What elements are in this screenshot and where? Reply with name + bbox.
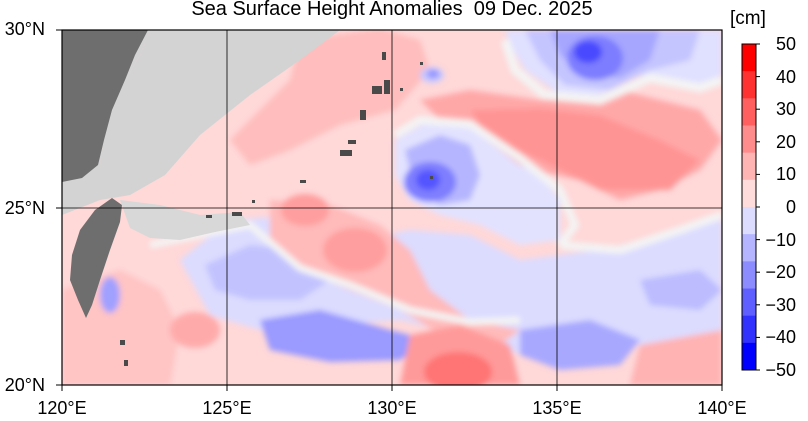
colorbar-swatch [742,125,756,154]
graticule [62,30,722,385]
colorbar-swatch [742,234,756,262]
colorbar-swatch [742,342,756,371]
colorbar-swatch [742,71,756,99]
colorbar-swatch [742,152,756,181]
colorbar-tick-label: 50 [775,34,796,54]
ryukyu-islands [120,52,433,366]
lat-label-20n: 20°N [4,375,45,395]
lon-label-140e: 140°E [697,398,747,418]
colorbar-tick-label: −30 [765,294,796,315]
colorbar-tick-label: 10 [775,164,796,185]
colorbar-swatch [742,207,756,235]
colorbar-tick-label: 0 [785,197,796,217]
lon-label-135e: 135°E [532,398,582,418]
colorbar-tick-label: −40 [765,327,796,348]
colorbar-swatch [742,44,756,72]
taiwan-island [70,198,122,318]
lon-label-120e: 120°E [37,398,87,418]
map-title: Sea Surface Height Anomalies 09 Dec. 202… [191,0,593,20]
colorbar-swatch [742,261,756,289]
colorbar-tick-label: −20 [765,262,796,283]
colorbar-tick-label: −50 [765,360,796,380]
colorbar-tick-label: 20 [775,131,796,152]
axis-ticks [56,29,723,391]
colorbar-tick-label: −10 [765,229,796,250]
colorbar-tick-label: 30 [775,99,796,120]
colorbar-swatch [742,315,756,344]
lat-label-30n: 30°N [4,19,45,39]
lat-label-25n: 25°N [4,198,45,218]
colorbar-tick-label: 40 [775,66,796,87]
colorbar-swatch [742,98,756,126]
colorbar-unit-label: [cm] [730,8,766,29]
lon-label-130e: 130°E [367,398,417,418]
colorbar-swatch [742,288,756,317]
mainland-china [62,30,148,182]
colorbar-swatch [742,179,756,208]
lon-label-125e: 125°E [202,398,252,418]
colorbar [741,43,760,371]
